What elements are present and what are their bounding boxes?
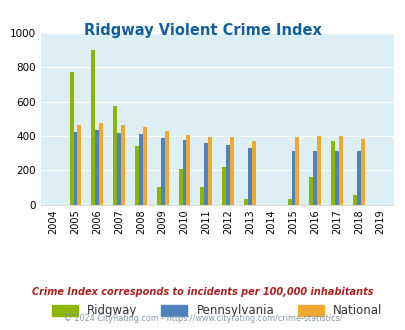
Bar [243,199,247,205]
Bar [113,106,117,205]
Bar [226,145,230,205]
Bar [156,187,160,205]
Bar [178,169,182,205]
Bar [230,137,233,205]
Bar [95,130,99,205]
Bar [222,167,226,205]
Bar [186,135,190,205]
Bar [317,136,320,205]
Bar [69,72,73,205]
Bar [247,148,251,205]
Bar [160,138,164,205]
Bar [139,134,143,205]
Text: © 2024 CityRating.com - https://www.cityrating.com/crime-statistics/: © 2024 CityRating.com - https://www.city… [64,314,341,323]
Bar [121,125,125,205]
Bar [335,150,338,205]
Bar [99,123,103,205]
Bar [352,195,356,205]
Bar [117,133,121,205]
Bar [313,150,317,205]
Bar [73,132,77,205]
Bar [164,131,168,205]
Bar [135,146,139,205]
Bar [91,50,95,205]
Bar [251,141,255,205]
Bar [360,139,364,205]
Bar [356,151,360,205]
Bar [330,141,335,205]
Bar [77,125,81,205]
Legend: Ridgway, Pennsylvania, National: Ridgway, Pennsylvania, National [47,300,386,322]
Bar [208,137,212,205]
Text: Ridgway Violent Crime Index: Ridgway Violent Crime Index [84,23,321,38]
Bar [182,140,186,205]
Bar [338,136,342,205]
Bar [309,177,313,205]
Text: Crime Index corresponds to incidents per 100,000 inhabitants: Crime Index corresponds to incidents per… [32,287,373,297]
Bar [200,187,204,205]
Bar [295,137,298,205]
Bar [204,143,208,205]
Bar [143,126,147,205]
Bar [287,199,291,205]
Bar [291,150,295,205]
